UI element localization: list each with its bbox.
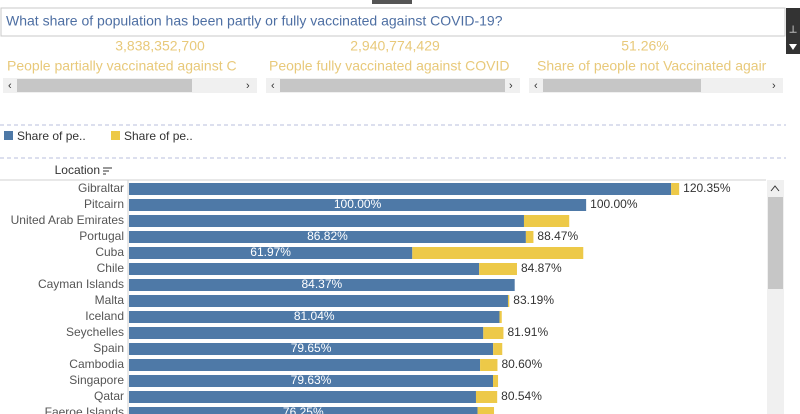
kpi-value: 3,838,352,700: [115, 38, 205, 54]
data-label: 84.37%: [301, 277, 342, 291]
kpi-label: People partially vaccinated against C: [7, 58, 237, 74]
scroll-left[interactable]: ‹: [271, 80, 275, 92]
row-label: Pitcairn: [84, 197, 124, 211]
total-label: 120.35%: [683, 181, 731, 195]
drag-handle[interactable]: [372, 0, 412, 4]
bar-segment: [129, 199, 587, 211]
bar-segment: [129, 343, 494, 355]
scroll-thumb[interactable]: [768, 197, 783, 289]
bar-segment: [129, 311, 500, 323]
scroll-thumb[interactable]: [17, 79, 192, 92]
bar-segment: [479, 263, 517, 275]
scroll-left[interactable]: ‹: [8, 80, 12, 92]
row-label: Chile: [97, 261, 125, 275]
legend-swatch: [111, 131, 120, 140]
legend-swatch: [4, 131, 13, 140]
column-header: Location: [55, 163, 100, 177]
row-label: Iceland: [85, 309, 124, 323]
bar-segment: [507, 295, 510, 307]
dashboard-title: What share of population has been partly…: [6, 13, 503, 29]
bar-segment: [129, 183, 672, 195]
scroll-up[interactable]: [770, 185, 780, 192]
data-label: 100.00%: [334, 197, 382, 211]
row-label: Gibraltar: [78, 181, 124, 195]
row-label: Malta: [95, 293, 125, 307]
bar-segment: [129, 215, 524, 227]
bar-segment: [525, 231, 534, 243]
total-label: 83.19%: [513, 293, 554, 307]
scroll-thumb[interactable]: [280, 79, 505, 92]
chart: Gibraltar 120.35% Pitcairn 100.00% 100.00% Un…: [11, 181, 731, 414]
bar-segment: [475, 391, 498, 403]
row-label: Seychelles: [66, 325, 124, 339]
data-label: 79.63%: [291, 373, 332, 387]
row-label: Singapore: [69, 373, 124, 387]
bar-segment: [129, 247, 413, 259]
bar-segment: [129, 279, 515, 291]
row-label: Faeroe Islands: [45, 405, 124, 414]
bar-segment: [129, 263, 480, 275]
bar-segment: [129, 375, 494, 387]
data-label: 79.65%: [291, 341, 332, 355]
bar-segment: [412, 247, 584, 259]
kpi-value: 2,940,774,429: [350, 38, 440, 54]
dropdown-icon[interactable]: [789, 44, 797, 50]
row-label: Cambodia: [69, 357, 124, 371]
row-label: United Arab Emirates: [11, 213, 124, 227]
data-label: 81.04%: [294, 309, 335, 323]
row-label: Cayman Islands: [38, 277, 124, 291]
bar-segment: [129, 295, 508, 307]
bar-segment: [477, 407, 495, 414]
bar-segment: [129, 327, 484, 339]
bar-segment: [493, 375, 499, 387]
data-label: 86.82%: [307, 229, 348, 243]
legend-label: Share of pe..: [124, 129, 193, 143]
bar-segment: [499, 311, 502, 323]
scroll-left[interactable]: ‹: [534, 80, 538, 92]
total-label: 100.00%: [590, 197, 638, 211]
scroll-thumb[interactable]: [543, 79, 701, 92]
legend: Share of pe.. Share of pe..: [4, 129, 193, 143]
bar-segment: [129, 391, 476, 403]
data-label: 76.25%: [283, 405, 324, 414]
bar-segment: [129, 231, 526, 243]
kpi-row: 3,838,352,700 People partially vaccinated…: [7, 38, 767, 74]
bar-segment: [523, 215, 570, 227]
bar-segment: [129, 407, 478, 414]
total-label: 80.54%: [501, 389, 542, 403]
data-label: 61.97%: [250, 245, 291, 259]
kpi-label: People fully vaccinated against COVID: [269, 58, 509, 74]
title-box: [0, 7, 786, 37]
pin-icon[interactable]: ⊥: [789, 25, 798, 36]
sort-icon[interactable]: [103, 167, 112, 175]
bar-segment: [480, 359, 498, 371]
scroll-right[interactable]: ›: [772, 80, 776, 92]
total-label: 81.91%: [507, 325, 548, 339]
row-label: Portugal: [79, 229, 124, 243]
total-label: 88.47%: [537, 229, 578, 243]
kpi-value: 51.26%: [621, 38, 668, 54]
bar-segment: [671, 183, 680, 195]
kpi-scrollbars: ‹ › ‹ › ‹ ›: [3, 78, 783, 93]
row-label: Cuba: [95, 245, 124, 259]
row-label: Qatar: [94, 389, 124, 403]
corner-toolbar[interactable]: [786, 8, 800, 54]
total-label: 84.87%: [521, 261, 562, 275]
scroll-right[interactable]: ›: [246, 80, 250, 92]
bar-segment: [493, 343, 503, 355]
scroll-right[interactable]: ›: [509, 80, 513, 92]
legend-label: Share of pe..: [17, 129, 86, 143]
v-scrollbar: [767, 180, 784, 414]
row-label: Spain: [93, 341, 124, 355]
total-label: 80.60%: [501, 357, 542, 371]
bar-segment: [129, 359, 481, 371]
kpi-label: Share of people not Vaccinated agair: [537, 58, 767, 74]
bar-segment: [483, 327, 504, 339]
